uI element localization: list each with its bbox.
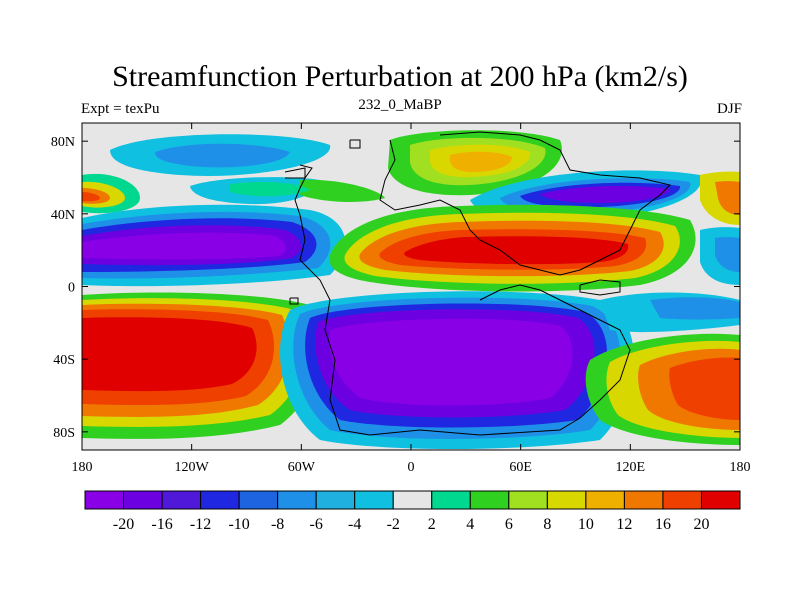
colorbar-label: -16 [151,516,172,533]
colorbar-label: -6 [310,516,323,533]
negative-anomaly-south-atlantic [280,291,634,449]
colorbar-swatch [392,490,433,510]
lat-tick-label: 40S [53,353,75,368]
lon-tick-label: 0 [408,460,415,475]
colorbar-label: -10 [228,516,249,533]
negative-anomaly-southwest-pacific [600,292,740,333]
colorbar-swatch [277,490,317,510]
colorbar-swatch [431,490,471,510]
colorbar-label: -8 [271,516,284,533]
colorbar-label: -2 [387,516,400,533]
lon-tick-label: 60E [509,460,532,475]
colorbar-swatch [623,490,664,510]
colorbar-swatch [354,490,394,510]
lon-tick-label: 180 [730,460,751,475]
lon-tick-label: 60W [288,460,316,475]
lat-tick-label: 80S [53,426,75,441]
plot-title: Streamfunction Perturbation at 200 hPa (… [112,60,688,93]
lon-tick-label: 120W [175,460,210,475]
colorbar-swatch [123,490,163,510]
colorbar-label: 2 [428,516,436,533]
eurasia-north-feature [388,130,562,196]
colorbar-label: -4 [348,516,361,533]
colorbar-swatch [84,490,125,510]
colorbar-label: 6 [505,516,513,533]
colorbar-label: -20 [113,516,134,533]
longitude-axis: 180 120W 60W 0 60E 120E 180 [72,123,751,475]
case-label: 232_0_MaBP [358,97,442,113]
colorbar-label: 16 [655,516,671,533]
coastline-outlines [284,131,671,436]
colorbar-label: 8 [543,516,551,533]
colorbar-label: 20 [693,516,709,533]
lon-tick-label: 180 [72,460,93,475]
colorbar-swatch [200,490,240,510]
colorbar-swatch [662,490,702,510]
colorbar-swatch [469,490,510,510]
latitude-axis: 80N 40N 0 40S 80S [51,135,740,441]
lat-tick-label: 0 [68,281,75,296]
negative-anomaly-east-edge [700,227,740,285]
colorbar-swatch [315,490,356,510]
colorbar-swatch [508,490,548,510]
lon-tick-label: 120E [616,460,646,475]
colorbar-label: 4 [466,516,474,533]
colorbar-swatch [585,490,625,510]
streamfunction-field [82,123,740,450]
colorbar-label: -12 [190,516,211,533]
experiment-label: Expt = texPu [81,101,160,117]
positive-anomaly-asia [329,204,696,292]
north-high-latitude-features [82,134,385,214]
lat-tick-label: 40N [51,208,75,223]
lat-tick-label: 80N [51,135,75,150]
colorbar-swatch [238,490,279,510]
positive-anomaly-northeast [700,171,740,225]
negative-anomaly-north-america [82,204,346,287]
season-label: DJF [716,101,742,117]
positive-anomaly-south-indian [585,333,740,445]
colorbar-label: 12 [616,516,632,533]
colorbar-label: 10 [578,516,594,533]
colorbar-swatch [161,490,202,510]
colorbar-swatch [546,490,587,510]
colorbar-swatch [700,490,741,510]
colorbar: -20 -16 -12 -10 -8 -6 -4 -2 2 4 6 8 10 12 16 20 [84,490,741,533]
positive-anomaly-south-pacific [82,292,320,439]
